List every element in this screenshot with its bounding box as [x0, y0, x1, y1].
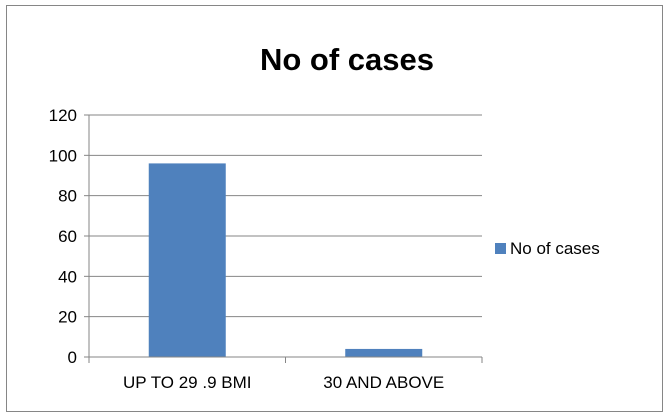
bars	[148, 163, 423, 357]
y-tick-label: 100	[49, 146, 77, 165]
y-tick-label: 20	[58, 308, 77, 327]
y-tick-label: 120	[49, 106, 77, 125]
chart-title: No of cases	[260, 42, 434, 77]
y-tick-labels: 0 20 40 60 80 100 120	[49, 106, 77, 367]
gridlines	[84, 114, 482, 358]
legend-label: No of cases	[510, 239, 600, 258]
x-tick-label: 30 AND ABOVE	[323, 373, 444, 392]
y-tick-label: 0	[68, 348, 77, 367]
x-tick-labels: UP TO 29 .9 BMI 30 AND ABOVE	[123, 373, 444, 392]
axes	[88, 115, 483, 363]
y-tick-label: 80	[58, 187, 77, 206]
bar	[345, 348, 423, 357]
legend: No of cases	[495, 239, 600, 258]
legend-swatch	[495, 243, 506, 254]
chart-frame	[6, 5, 663, 412]
bar	[148, 163, 226, 357]
y-tick-label: 60	[58, 227, 77, 246]
y-tick-label: 40	[58, 267, 77, 286]
x-tick-label: UP TO 29 .9 BMI	[123, 373, 252, 392]
